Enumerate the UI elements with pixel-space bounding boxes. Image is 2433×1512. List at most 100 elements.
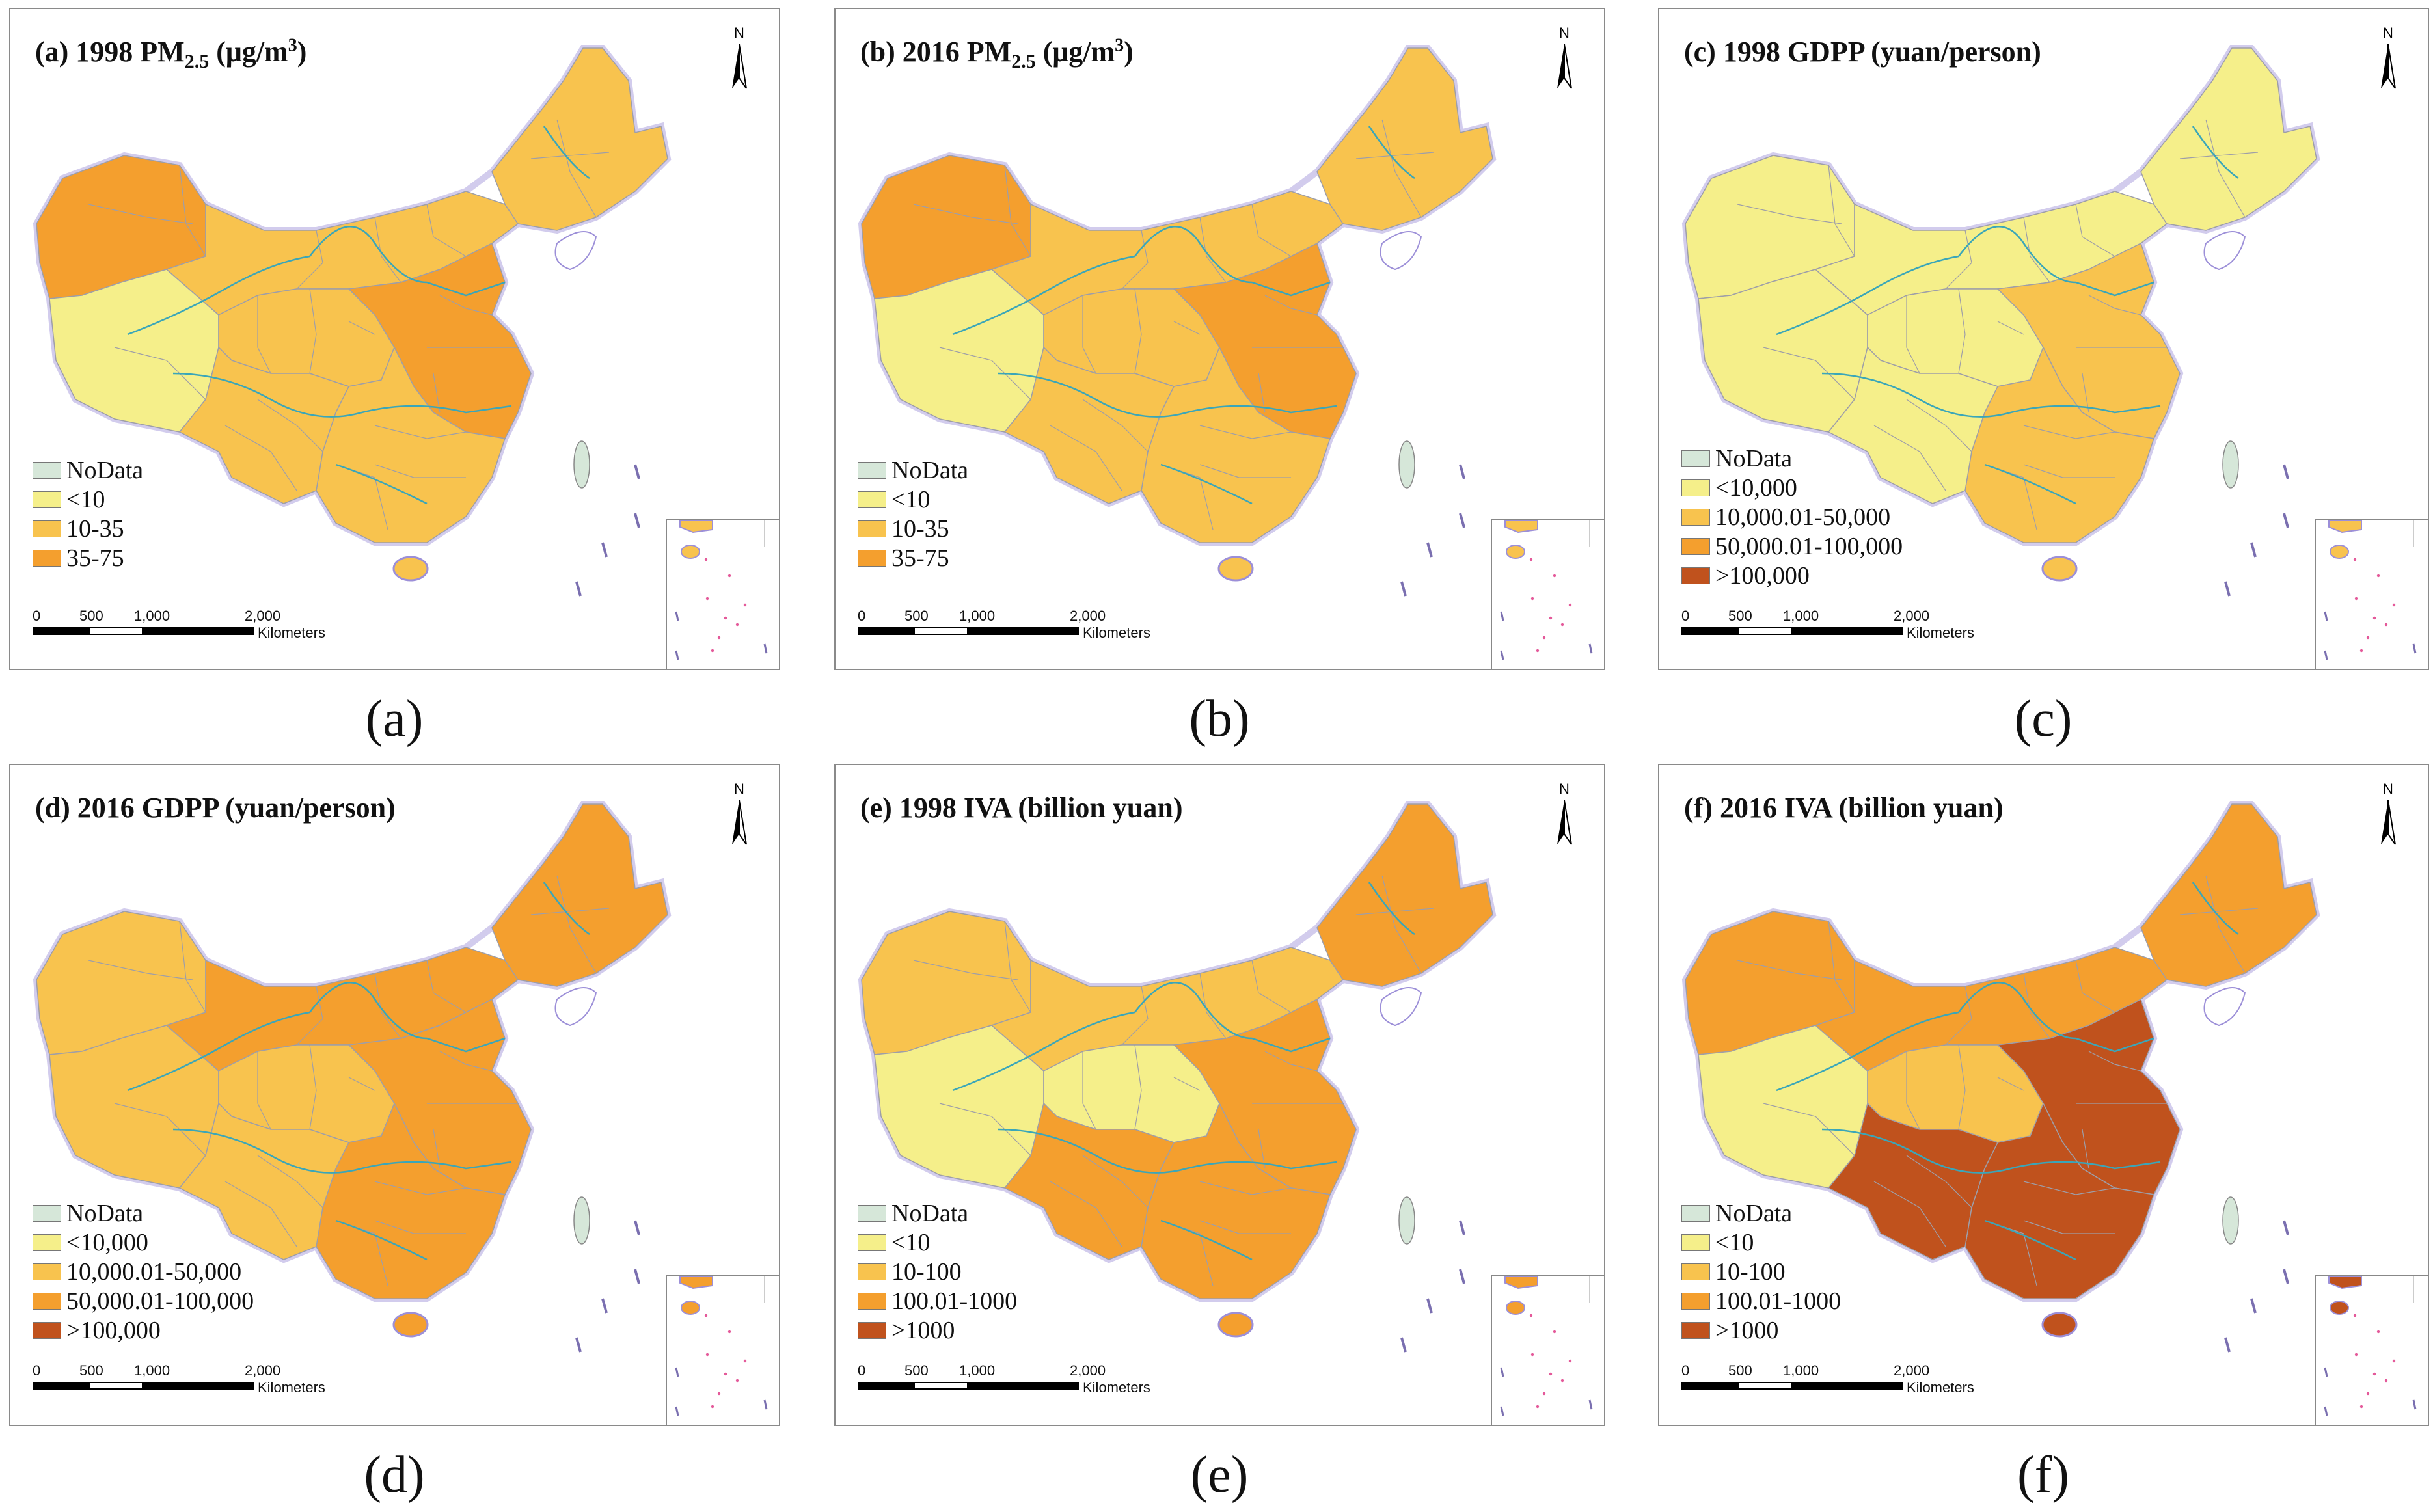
china-map (858, 45, 1497, 597)
legend-swatch (858, 1292, 886, 1310)
inset-island (1568, 603, 1572, 607)
inset-island (2392, 603, 2396, 607)
province-border (257, 1155, 323, 1208)
inset-hainan (1506, 1301, 1525, 1315)
inset-island (711, 649, 714, 653)
inset-island (1549, 616, 1553, 620)
river (1368, 126, 1415, 180)
inset-island (705, 597, 709, 601)
inset-island (2376, 1330, 2380, 1334)
north-arrow-icon: N (1557, 25, 1572, 89)
china-map (1681, 801, 2320, 1353)
province-border (1958, 288, 1966, 374)
scale-tick: 2,000 (1894, 608, 1930, 624)
panel-caption: (b) (1189, 690, 1250, 748)
legend-label: <10 (66, 485, 105, 513)
inset-coast (1504, 520, 1538, 533)
province-border (1199, 1181, 1292, 1195)
inset-coast (1504, 1276, 1538, 1289)
legend-swatch (1681, 1234, 1710, 1251)
boundary-dash (1459, 1269, 1465, 1284)
panel-title: (d) 2016 GDPP (yuan/person) (35, 792, 396, 824)
river (2192, 126, 2239, 180)
inset-dash (763, 1399, 768, 1410)
legend-label: >1000 (891, 1316, 955, 1344)
inset-island (2359, 649, 2363, 653)
inset-island (2366, 636, 2370, 640)
province-border (2023, 1220, 2115, 1234)
legend-item: 100.01-1000 (1681, 1286, 1841, 1316)
province-border (2023, 217, 2050, 283)
province-border (2075, 204, 2115, 257)
province-border (374, 973, 401, 1039)
inset-island (717, 1392, 721, 1396)
legend: NoData <10 10-100 100.01-1000 >1000 (1681, 1198, 1841, 1345)
river (1821, 372, 2161, 418)
scale-unit: Kilometers (258, 625, 325, 641)
river (1984, 463, 2076, 505)
inset-island (2384, 1379, 2388, 1383)
legend-label: 10-35 (66, 515, 124, 543)
north-arrow-icon: N (1557, 781, 1572, 845)
svg-text:N: N (2383, 25, 2393, 41)
scale-segment (1792, 627, 1903, 635)
inset-island (1560, 1379, 1564, 1383)
scale-unit: Kilometers (258, 1379, 325, 1396)
hainan-island (1217, 1312, 1254, 1338)
legend-label: >1000 (1715, 1316, 1779, 1344)
bohai-sea (554, 987, 597, 1027)
legend-item: 10-100 (858, 1257, 1017, 1286)
legend-item: 10-35 (858, 514, 968, 543)
legend-swatch (33, 1292, 61, 1310)
legend-swatch (858, 1263, 886, 1280)
legend-swatch (858, 1321, 886, 1339)
south-china-sea-inset (666, 1275, 779, 1425)
legend-label: <10,000 (66, 1228, 148, 1256)
inset-dash (1500, 650, 1504, 660)
province-border (1906, 1051, 1920, 1130)
legend-label: 10-100 (1715, 1258, 1786, 1286)
legend-item: <10 (858, 1228, 1017, 1257)
inset-coast (679, 1276, 713, 1289)
inset-map (1500, 1276, 1593, 1416)
boundary-dash (1459, 513, 1465, 528)
province-border (374, 1220, 466, 1234)
river (952, 982, 1331, 1092)
river (998, 1128, 1337, 1174)
scale-segment (1737, 1382, 1792, 1390)
province-border (2023, 973, 2050, 1039)
legend-item: 10-35 (33, 514, 143, 543)
legend: NoData <10,000 10,000.01-50,000 50,000.01-1… (33, 1198, 254, 1345)
inset-island (717, 636, 721, 640)
scale-segment (143, 1382, 254, 1390)
taiwan-island (2222, 440, 2239, 489)
province-border (2179, 152, 2259, 159)
province-border (114, 347, 206, 400)
legend-item: NoData (858, 1198, 1017, 1228)
inset-dash (1500, 1406, 1504, 1416)
inset-island (2376, 574, 2380, 578)
bohai-sea (2203, 231, 2246, 271)
inset-island (1536, 1405, 1540, 1409)
inset-island (1568, 1359, 1572, 1363)
taiwan-island (1398, 1196, 1415, 1245)
inset-island (1530, 1353, 1534, 1357)
legend-label: <10 (891, 485, 931, 513)
south-china-sea-inset (2315, 519, 2428, 669)
bohai-sea (1380, 987, 1422, 1027)
province-border (114, 1103, 206, 1156)
panel-title: (a) 1998 PM2.5 (μg/m3) (35, 35, 307, 72)
legend-label: NoData (66, 456, 144, 484)
province-border (309, 288, 317, 374)
inset-map (675, 520, 768, 660)
province-border (2075, 960, 2115, 1013)
legend-swatch (33, 1321, 61, 1339)
legend-label: >100,000 (66, 1316, 161, 1344)
scale-tick: 500 (79, 608, 103, 624)
scale-segment (858, 1382, 914, 1390)
province-border (1763, 347, 1855, 400)
province-border (1082, 1051, 1096, 1130)
scale-bar: 0 500 1,000 2,000 Kilometers (1681, 608, 1974, 653)
scale-tick: 2,000 (245, 1362, 281, 1379)
legend-item: >100,000 (1681, 561, 1903, 590)
